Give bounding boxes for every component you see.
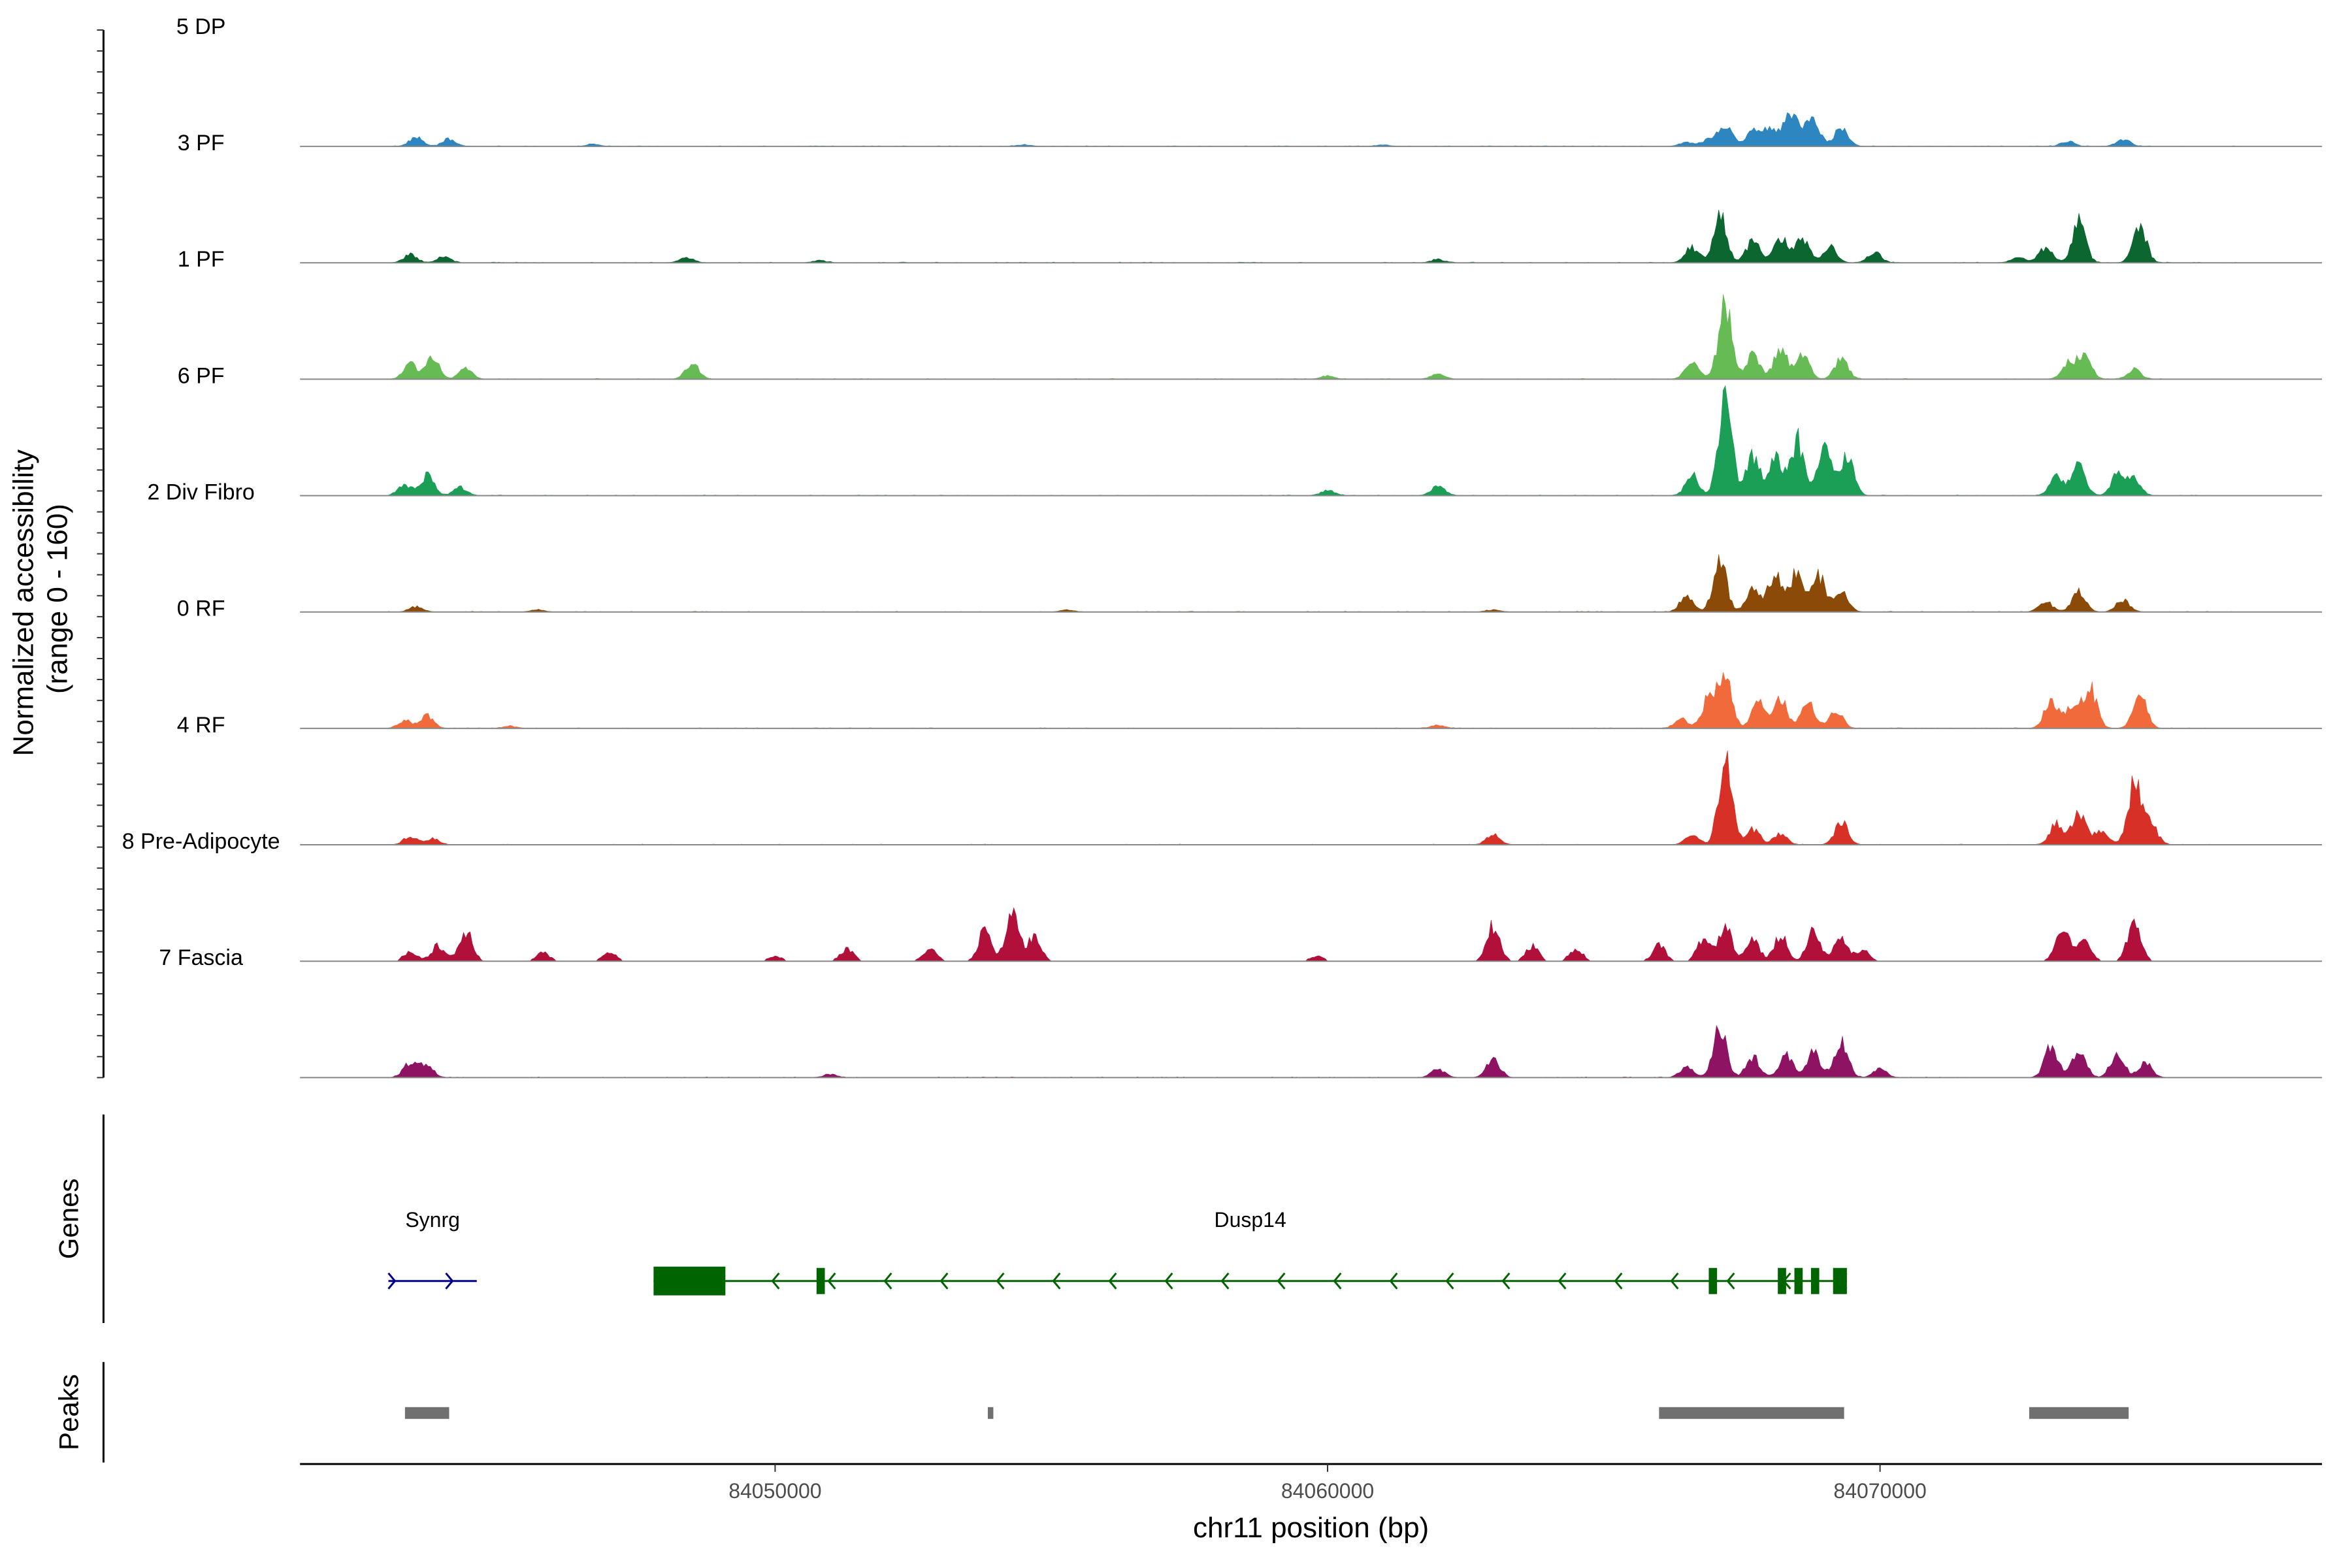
x-axis-ticks: 84050000 84060000 84070000 (728, 1463, 1927, 1503)
strand-arrow (1164, 1272, 1173, 1290)
coverage-area-7 (388, 907, 2240, 962)
track-8: 7 Fascia (159, 945, 2323, 1079)
track-2: 1 PF (178, 247, 2323, 380)
strand-arrow (827, 1272, 836, 1290)
gene-exon (1708, 1267, 1718, 1294)
track-label: 8 Pre-Adipocyte (122, 829, 280, 854)
coverage-y-axis-title-line1: Normalized accessibility (8, 449, 40, 756)
x-axis-title: chr11 position (bp) (1193, 1512, 1429, 1544)
coverage-y-axis-title-line2: (range 0 - 160) (42, 504, 74, 694)
gene-exon (816, 1267, 825, 1294)
x-tick-label: 84050000 (728, 1479, 821, 1503)
x-axis: 84050000 84060000 84070000 chr11 position … (300, 1463, 2323, 1544)
peak-regions (404, 1407, 2129, 1419)
strand-arrow (1333, 1272, 1342, 1290)
strand-arrow (771, 1272, 780, 1290)
gene-exon (1833, 1267, 1847, 1294)
gene-exon (653, 1266, 726, 1296)
peak-region-3 (2029, 1407, 2129, 1419)
coverage-area-1 (388, 209, 2240, 263)
track-4: 2 Div Fibro (147, 480, 2323, 613)
coverage-area-8 (388, 1024, 2240, 1078)
x-tick-label: 84070000 (1833, 1479, 1926, 1503)
coverage-area-5 (388, 672, 2240, 729)
track-label: 5 DP (176, 14, 226, 39)
track-3: 6 PF (178, 363, 2323, 497)
strand-arrow (445, 1272, 454, 1290)
track-label: 3 PF (178, 131, 225, 155)
peak-region-2 (1659, 1407, 1844, 1419)
gene-dusp14: Dusp14 (653, 1208, 1848, 1296)
track-5: 0 RF (177, 596, 2323, 729)
gene-exon (1810, 1267, 1820, 1294)
coverage-area-2 (388, 294, 2240, 380)
x-tick-label: 84060000 (1281, 1479, 1374, 1503)
strand-arrow (883, 1272, 892, 1290)
peak-region-0 (404, 1407, 449, 1419)
strand-arrow (1220, 1272, 1230, 1290)
strand-arrow (1389, 1272, 1398, 1290)
strand-arrow (1558, 1272, 1567, 1290)
coverage-y-axis-title: Normalized accessibility (range 0 - 160) (8, 442, 74, 757)
strand-arrow (387, 1272, 397, 1290)
track-7: 8 Pre-Adipocyte (122, 829, 2323, 962)
coverage-tracks: 5 DP 3 PF 1 PF 6 PF 2 Div Fibro 0 RF 4 RF 8 Pre… (122, 14, 2323, 1079)
strand-arrow (1726, 1272, 1735, 1290)
strand-arrow (996, 1272, 1005, 1290)
coverage-area-6 (388, 750, 2240, 845)
gene-label: Dusp14 (1214, 1208, 1286, 1232)
genes-panel: Genes Synrg Dusp14 (53, 1114, 1848, 1323)
coverage-area-0 (388, 112, 2240, 147)
strand-arrow (1445, 1272, 1454, 1290)
coverage-panel: Normalized accessibility (range 0 - 160)… (8, 14, 2323, 1079)
strand-arrow (1108, 1272, 1117, 1290)
strand-arrow (1670, 1272, 1679, 1290)
peak-region-1 (987, 1407, 994, 1419)
strand-arrow (1614, 1272, 1623, 1290)
track-1: 3 PF (178, 131, 2323, 264)
coverage-area-3 (388, 385, 2240, 496)
strand-arrow (1052, 1272, 1061, 1290)
track-label: 2 Div Fibro (147, 480, 254, 505)
track-label: 1 PF (178, 247, 225, 272)
coverage-area-4 (388, 554, 2240, 613)
strand-arrow (1277, 1272, 1286, 1290)
peaks-panel-title: Peaks (53, 1374, 84, 1450)
gene-label: Synrg (405, 1208, 460, 1232)
track-label: 6 PF (178, 363, 225, 388)
gene-exon (1794, 1267, 1803, 1294)
gene-models: Synrg Dusp14 (387, 1208, 1848, 1296)
strand-arrow (939, 1272, 949, 1290)
track-6: 4 RF (177, 713, 2323, 846)
peaks-panel: Peaks (53, 1362, 2129, 1463)
track-label: 0 RF (177, 596, 225, 621)
gene-exon (1778, 1267, 1786, 1294)
genes-panel-title: Genes (53, 1179, 84, 1260)
strand-arrow (1501, 1272, 1511, 1290)
track-label: 4 RF (177, 713, 225, 738)
track-0: 5 DP (176, 14, 2323, 148)
coverage-y-ticks (97, 29, 104, 1079)
gene-synrg: Synrg (387, 1208, 477, 1290)
track-label: 7 Fascia (159, 945, 243, 970)
